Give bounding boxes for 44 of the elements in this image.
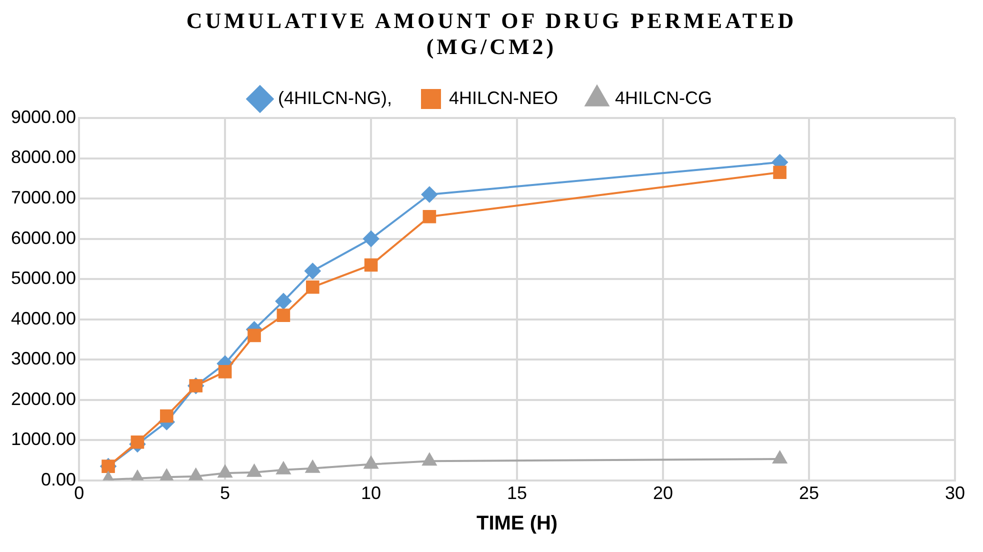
point [218, 365, 232, 378]
x-tick-label: 25 [798, 483, 820, 504]
x-tick-label: 20 [653, 483, 674, 504]
chart-title: CUMULATIVE AMOUNT OF DRUG PERMEATED (MG/CM2) [185, 8, 798, 60]
x-axis-title: TIME (H) [476, 512, 558, 535]
x-tick-label: 30 [944, 483, 966, 504]
point [276, 462, 291, 474]
y-tick-label: 1000.00 [10, 429, 76, 450]
y-tick-label: 9000.00 [10, 106, 76, 127]
y-tick-label: 2000.00 [10, 388, 76, 409]
point [772, 451, 787, 464]
x-tick-label: 5 [220, 483, 230, 504]
point [160, 469, 174, 480]
y-tick-label: 0.00 [41, 469, 76, 490]
legend-label: 4HILCN-CG [615, 88, 712, 108]
legend-label: (4HILCN-NG), [278, 88, 392, 108]
point [422, 210, 436, 224]
point [364, 258, 378, 272]
x-tick-label: 10 [361, 483, 382, 504]
y-tick-label: 4000.00 [10, 308, 76, 328]
point [304, 263, 321, 280]
y-tick-label: 7000.00 [10, 188, 76, 208]
point [306, 280, 320, 294]
y-tick-label: 3000.00 [10, 348, 76, 369]
point [773, 166, 786, 180]
point [306, 460, 320, 473]
point [218, 465, 232, 478]
point [275, 293, 292, 310]
y-tick-label: 8000.00 [10, 147, 76, 168]
point [188, 468, 203, 480]
point [247, 464, 262, 477]
legend-label: 4HILCN-NEO [448, 88, 558, 108]
x-tick-label: 0 [74, 483, 84, 504]
point [363, 230, 380, 247]
point [364, 456, 378, 469]
point [421, 186, 438, 203]
point [422, 453, 436, 466]
point [130, 435, 144, 449]
x-tick-label: 15 [507, 483, 528, 504]
y-tick-label: 5000.00 [10, 268, 76, 288]
point [160, 409, 174, 423]
point [276, 308, 290, 322]
point [248, 328, 261, 342]
y-tick-label: 6000.00 [10, 228, 76, 248]
